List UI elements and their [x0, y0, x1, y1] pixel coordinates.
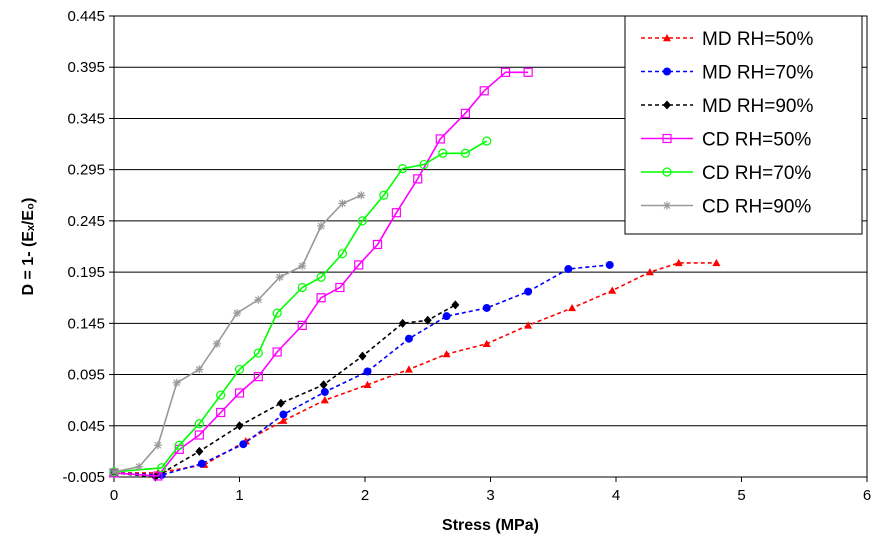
- legend: MD RH=50% MD RH=70% MD RH=90% CD RH=50% CD R…: [625, 16, 862, 234]
- data-point: [173, 379, 181, 387]
- data-point: [443, 312, 451, 320]
- data-point: [276, 273, 284, 281]
- y-tick-label: 0.245: [67, 213, 105, 230]
- y-tick-label: 0.295: [67, 162, 105, 179]
- x-tick-label: 5: [737, 487, 745, 504]
- legend-marker: [663, 202, 671, 210]
- data-point: [195, 365, 203, 373]
- data-point: [524, 288, 532, 296]
- data-point: [154, 441, 162, 449]
- x-axis-title: Stress (MPa): [442, 517, 539, 534]
- legend-marker: [663, 68, 671, 76]
- legend-label: CD RH=70%: [702, 163, 811, 184]
- data-point: [239, 440, 247, 448]
- data-point: [298, 262, 306, 270]
- data-point: [405, 335, 413, 343]
- data-point: [110, 468, 118, 476]
- y-tick-label: 0.145: [67, 315, 105, 332]
- data-point: [198, 460, 206, 468]
- legend-label: MD RH=90%: [702, 96, 813, 117]
- data-point: [483, 304, 491, 312]
- data-point: [321, 388, 329, 396]
- x-tick-label: 0: [110, 487, 118, 504]
- data-point: [213, 340, 221, 348]
- data-point: [338, 199, 346, 207]
- data-point: [317, 222, 325, 230]
- y-tick-label: 0.395: [67, 59, 105, 76]
- x-tick-label: 1: [235, 487, 243, 504]
- data-point: [564, 265, 572, 273]
- data-point: [135, 463, 143, 471]
- data-point: [279, 411, 287, 419]
- x-tick-label: 6: [863, 487, 871, 504]
- data-point: [606, 261, 614, 269]
- y-tick-label: 0.445: [67, 8, 105, 25]
- data-point: [364, 367, 372, 375]
- legend-label: CD RH=50%: [702, 130, 811, 151]
- y-tick-label: 0.345: [67, 110, 105, 127]
- data-point: [233, 309, 241, 317]
- x-tick-label: 3: [486, 487, 494, 504]
- y-tick-label: 0.195: [67, 264, 105, 281]
- y-tick-label: 0.095: [67, 367, 105, 384]
- x-tick-label: 2: [361, 487, 369, 504]
- data-point: [254, 296, 262, 304]
- legend-label: MD RH=70%: [702, 63, 813, 84]
- y-tick-label: 0.045: [67, 418, 105, 435]
- y-tick-label: -0.005: [62, 469, 105, 486]
- x-tick-label: 4: [612, 487, 620, 504]
- y-axis-title: D = 1- (Eₓ/E₀): [20, 198, 37, 296]
- data-point: [357, 191, 365, 199]
- legend-label: MD RH=50%: [702, 29, 813, 50]
- legend-label: CD RH=90%: [702, 197, 811, 218]
